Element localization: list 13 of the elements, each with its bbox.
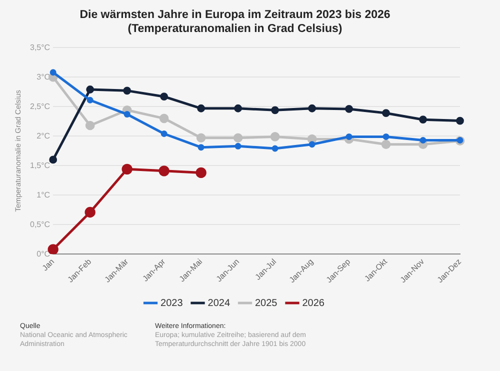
y-tick-label: 1°C: [36, 190, 50, 200]
y-tick-label: 3°C: [36, 72, 50, 82]
chart-title: Die wärmsten Jahre in Europa im Zeitraum 2023 bis 2026 (Temperaturanomalien in Grad Celsius): [80, 9, 390, 35]
y-tick-label: 0,5°C: [30, 220, 50, 229]
y-tick-label: 2,5°C: [30, 102, 50, 111]
y-tick-label: 2°C: [36, 131, 50, 140]
legend-label: 2024: [208, 298, 230, 309]
y-tick-label: 3,5°C: [30, 42, 50, 52]
y-tick-label: 1,5°C: [30, 160, 50, 170]
legend-label: 2023: [160, 298, 184, 309]
x-tick-label: Jan: [40, 257, 56, 273]
legend-label: 2025: [255, 298, 278, 309]
legend-label: 2026: [302, 298, 325, 309]
